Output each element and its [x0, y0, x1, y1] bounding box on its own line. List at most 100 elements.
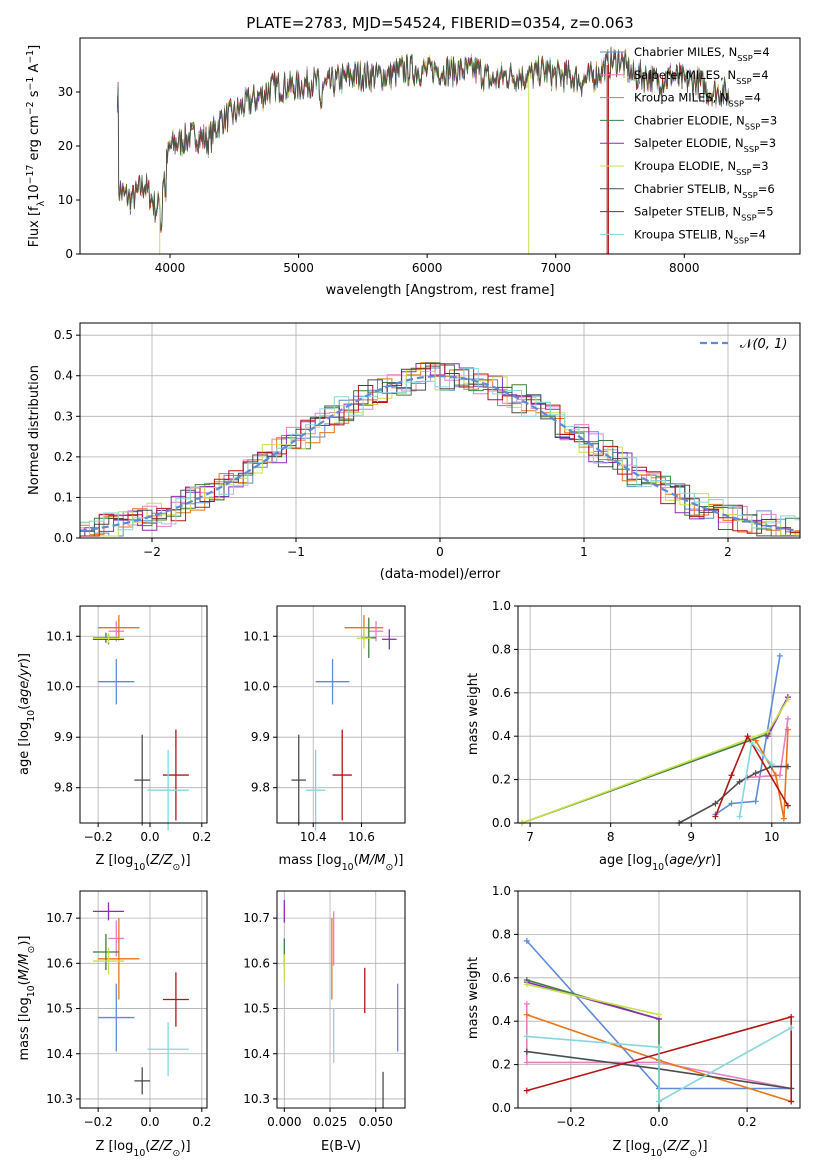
- mass-weight-vs-metallicity-panel: −0.2 0.0 0.2 0.0 0.2 0.4 0.6 0.8 1.0 Z [log10(Z/Z…: [466, 884, 801, 1159]
- legend-label: Kroupa ELODIE, NSSP=3: [634, 159, 769, 177]
- mass-weight-line: [526, 1003, 792, 1090]
- y-tick-label: 9.9: [251, 730, 270, 744]
- y-tick-label: 10.5: [243, 1002, 270, 1016]
- y-tick-label: 10.0: [46, 680, 73, 694]
- y-tick-label: 10.0: [243, 680, 270, 694]
- axes-frame: [276, 605, 406, 824]
- x-tick-label: −2: [143, 545, 161, 559]
- y-tick-label: 0.1: [54, 490, 73, 504]
- mass-vs-extinction-panel: 0.000 0.025 0.050 10.3 10.4 10.5 10.6 10.7 E(B-V…: [243, 890, 406, 1154]
- mass-weight-line: [714, 734, 789, 817]
- mass-weight-marker: [752, 798, 759, 805]
- legend-label: Kroupa MILES, NSSP=4: [634, 91, 761, 109]
- mass-weight-marker: [523, 937, 530, 944]
- legend-label: Salpeter STELIB, NSSP=5: [634, 205, 774, 223]
- y-tick-label: 0.0: [492, 816, 511, 830]
- y-tick-label: 1.0: [492, 884, 511, 898]
- x-tick-label: 2: [724, 545, 732, 559]
- mass-weight-marker: [784, 726, 791, 733]
- x-tick-label: 0.000: [267, 1115, 301, 1129]
- mass-weight-marker: [780, 815, 787, 822]
- axes-frame: [276, 890, 406, 1109]
- x-tick-label: 8: [607, 830, 615, 844]
- y-tick-label: 9.8: [251, 781, 270, 795]
- mass-weight-marker: [736, 813, 743, 820]
- x-tick-label: 8000: [669, 261, 700, 275]
- legend: 𝒩(0, 1): [700, 337, 787, 352]
- x-tick-label: 6000: [412, 261, 443, 275]
- x-tick-label: 5000: [283, 261, 314, 275]
- mass-weight-line: [526, 1027, 792, 1103]
- mass-weight-marker: [784, 696, 791, 703]
- mass-weight-marker: [656, 1011, 662, 1018]
- legend-label: Chabrier MILES, NSSP=4: [634, 45, 770, 63]
- mass-weight-marker: [712, 800, 719, 807]
- mass-weight-marker: [656, 1098, 662, 1105]
- mass-weight-marker: [788, 1013, 795, 1020]
- x-axis-label: Z [log10(Z/Z⊙)]: [95, 1139, 190, 1159]
- axes-frame: [517, 605, 801, 824]
- mass-weight-marker: [788, 1024, 795, 1031]
- mass-weight-marker: [523, 1033, 530, 1040]
- x-axis-label: Z [log10(Z/Z⊙)]: [95, 853, 190, 873]
- x-tick-label: −1: [287, 545, 305, 559]
- mass-weight-marker: [523, 1059, 530, 1066]
- y-tick-label: 0.3: [54, 409, 73, 423]
- axes-frame: [79, 890, 208, 1109]
- y-axis-label: Normed distribution: [27, 365, 42, 495]
- y-axis-label: age [log10(age/yr)]: [17, 653, 37, 775]
- y-tick-label: 0.4: [492, 729, 511, 743]
- mass-weight-line: [714, 655, 781, 815]
- y-tick-label: 0.4: [492, 1014, 511, 1028]
- y-tick-label: 9.9: [54, 730, 73, 744]
- mass-weight-marker: [776, 652, 783, 659]
- residual-panel: −2 −1 0 1 2 0.0 0.1 0.2 0.3 0.4 0.5 (data-model)/er…: [27, 322, 801, 582]
- x-tick-label: 0.0: [649, 1115, 668, 1129]
- y-tick-label: 10: [58, 193, 73, 207]
- x-tick-label: 10.4: [300, 830, 327, 844]
- plot-area: [92, 902, 189, 1095]
- mass-weight-marker: [772, 772, 779, 779]
- y-tick-label: 10.1: [46, 629, 73, 643]
- y-tick-label: 0.5: [54, 328, 73, 342]
- mass-weight-marker: [736, 778, 743, 785]
- spectrum-line: [117, 47, 730, 232]
- x-tick-label: 7000: [540, 261, 571, 275]
- mass-weight-marker: [768, 761, 775, 768]
- y-axis-label: Flux [fλ10−17 erg cm−2 s−1 A−1]: [25, 45, 47, 247]
- plot-area: [291, 615, 397, 831]
- residual-histogram: [80, 363, 800, 537]
- plot-area: [80, 362, 800, 537]
- x-tick-label: −0.2: [556, 1115, 585, 1129]
- plot-area: [283, 900, 399, 1108]
- y-tick-label: 10.7: [46, 911, 73, 925]
- y-tick-label: 0.4: [54, 369, 73, 383]
- x-tick-label: 0.2: [192, 1115, 211, 1129]
- mass-weight-marker: [784, 715, 791, 722]
- y-tick-label: 9.8: [54, 781, 73, 795]
- y-tick-label: 0.0: [492, 1101, 511, 1115]
- x-axis-label: age [log10(age/yr)]: [599, 853, 721, 873]
- y-tick-label: 0.2: [492, 1058, 511, 1072]
- mass-weight-line: [521, 696, 789, 824]
- mass-weight-marker: [784, 763, 791, 770]
- y-tick-label: 1.0: [492, 599, 511, 613]
- legend: Chabrier MILES, NSSP=4 Salpeter MILES, NS…: [600, 45, 777, 245]
- age-vs-mass-panel: 10.4 10.6 9.8 9.9 10.0 10.1 mass [log10(M/M⊙)]: [243, 605, 406, 873]
- plot-area: [92, 615, 189, 831]
- x-tick-label: 0.0: [140, 1115, 159, 1129]
- y-tick-label: 10.6: [46, 956, 73, 970]
- x-axis-label: E(B-V): [321, 1139, 361, 1154]
- x-tick-label: −0.2: [84, 1115, 113, 1129]
- legend-label: Kroupa STELIB, NSSP=4: [634, 227, 766, 245]
- residual-histogram: [80, 363, 800, 537]
- y-tick-label: 0: [65, 247, 73, 261]
- mass-weight-marker: [788, 1098, 795, 1105]
- y-tick-label: 0.2: [492, 773, 511, 787]
- x-tick-label: 10: [764, 830, 779, 844]
- y-tick-label: 10.3: [243, 1092, 270, 1106]
- normal-curve: [80, 375, 798, 532]
- x-tick-label: 0.050: [359, 1115, 393, 1129]
- x-tick-label: 9: [687, 830, 695, 844]
- legend-label: Chabrier STELIB, NSSP=6: [634, 182, 775, 200]
